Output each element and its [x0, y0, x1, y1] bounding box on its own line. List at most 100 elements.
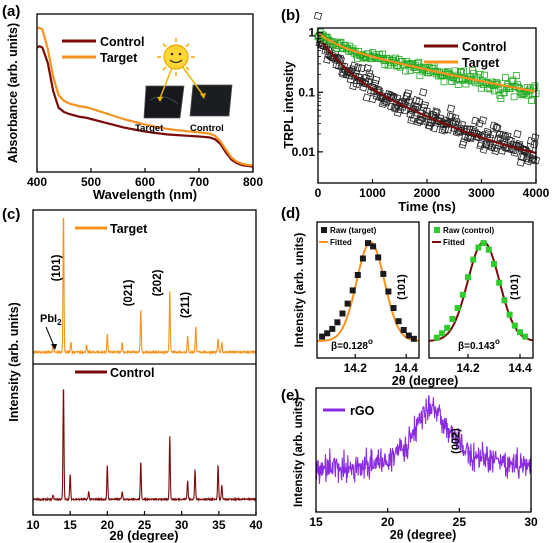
panel-b-xlabel: Time (ns)	[398, 199, 456, 214]
data-point	[478, 116, 488, 125]
raw-point	[344, 300, 351, 307]
series-target	[37, 26, 254, 167]
data-point	[451, 67, 459, 75]
panel-b-plot	[313, 11, 541, 167]
raw-point	[370, 243, 377, 250]
panel-c: (c) Target Control (101) PbI2 (021) (202…	[2, 206, 263, 543]
x-tick-label: 15	[309, 515, 323, 529]
panel-a-legend-target: Target	[100, 51, 138, 65]
data-point	[415, 58, 423, 66]
panel-b-ticks: 0 1000 2000 3000 4000 0.01 0.1 1	[292, 26, 550, 200]
raw-point	[400, 327, 407, 333]
raw-point	[349, 287, 356, 294]
peak-label-021: (021)	[123, 279, 135, 306]
raw-point	[405, 332, 412, 339]
x-tick-label: 700	[189, 175, 209, 189]
d1-legend-raw-swatch	[321, 227, 327, 233]
raw-point	[354, 272, 361, 278]
panel-e-frame	[315, 387, 532, 513]
panel-d-x-ticks: 14.2 14.4 14.2 14.4	[344, 354, 532, 375]
y-tick-label: 0.1	[298, 85, 315, 99]
markers-target	[314, 28, 540, 105]
x-tick-label: 3000	[468, 186, 495, 200]
x-tick-label: 20	[381, 515, 395, 529]
panel-e: (e) rGO (002) 15 20 25 30 2θ (degree) Inten…	[281, 387, 538, 542]
data-point	[346, 75, 355, 84]
d2-beta: β=0.143o	[458, 337, 500, 352]
panel-d-plot	[316, 240, 534, 342]
inset-target-label: Target	[135, 123, 164, 134]
panel-e-label: (e)	[281, 387, 299, 404]
x-tick-label: 15	[63, 518, 77, 532]
data-point	[512, 72, 520, 79]
panel-a-x-ticks: 400 500 600 700 800	[27, 168, 263, 189]
raw-point	[506, 311, 513, 318]
x-tick-label: 14.4	[508, 361, 532, 375]
data-point	[419, 88, 428, 97]
x-tick-label: 14.2	[456, 361, 480, 375]
panel-c-x-ticks: 10 15 20 25 30 35 40	[26, 511, 263, 532]
data-point	[522, 154, 531, 163]
data-point	[440, 78, 448, 86]
data-point	[531, 82, 539, 90]
data-point	[353, 63, 362, 73]
panel-d: (d) Raw (target) Fitted Raw (control) Fi…	[281, 205, 534, 388]
raw-point	[410, 335, 417, 342]
data-point	[490, 87, 498, 95]
d2-peak-label: (101)	[509, 274, 521, 300]
data-point	[493, 124, 502, 133]
raw-point	[359, 255, 366, 262]
x-tick-label: 10	[26, 518, 40, 532]
panel-a: (a) Control Target Target	[2, 3, 263, 202]
x-tick-label: 25	[138, 518, 152, 532]
data-point	[416, 72, 424, 80]
panel-d-label: (d)	[281, 205, 300, 222]
data-point	[371, 79, 380, 88]
peak-label-pbi2: PbI2	[40, 313, 62, 327]
d1-legend-raw: Raw (target)	[330, 226, 377, 235]
panel-c-frame	[32, 209, 257, 516]
raw-point	[480, 240, 487, 247]
panel-e-xlabel: 2θ (degree)	[390, 528, 457, 542]
panel-c-label: (c)	[2, 206, 20, 223]
raw-point	[449, 316, 456, 322]
data-point	[492, 123, 501, 132]
data-point	[393, 108, 403, 117]
x-tick-label: 14.2	[344, 361, 368, 375]
panel-e-x-ticks: 15 20 25 30	[309, 508, 538, 529]
raw-point	[470, 256, 477, 263]
data-point	[477, 84, 485, 92]
panel-c-plot	[32, 217, 257, 503]
data-point	[501, 74, 509, 81]
sun-rays	[157, 38, 195, 76]
raw-point	[511, 322, 518, 329]
data-point	[425, 121, 435, 131]
data-point	[527, 156, 536, 165]
pbi2-arrow	[45, 326, 55, 347]
panel-e-legend: rGO	[350, 404, 375, 418]
x-tick-label: 1000	[359, 186, 386, 200]
x-tick-label: 0	[315, 186, 322, 200]
x-tick-label: 35	[212, 518, 226, 532]
data-point	[364, 77, 373, 86]
data-point	[323, 46, 333, 55]
d1-peak-label: (101)	[396, 274, 408, 300]
data-point	[510, 148, 520, 157]
data-point	[431, 107, 441, 116]
panel-b-label: (b)	[281, 7, 300, 24]
d1-beta: β=0.128o	[331, 337, 373, 352]
data-point	[530, 133, 540, 142]
panel-d-ylabel: Intensity (arb. units)	[292, 233, 306, 348]
panel-a-xlabel: Wavelength (nm)	[93, 187, 197, 202]
x-tick-label: 4000	[523, 186, 550, 200]
panel-a-label: (a)	[2, 3, 20, 20]
raw-point	[365, 240, 371, 247]
data-point	[499, 130, 508, 139]
raw-point	[319, 333, 326, 340]
d1-legend-fit: Fitted	[330, 238, 352, 247]
panel-b-legend-target: Target	[462, 56, 500, 70]
panel-b-legend-control: Control	[462, 40, 506, 54]
panel-b-ylabel: TRPL intensity	[282, 61, 296, 148]
raw-point	[444, 324, 451, 331]
